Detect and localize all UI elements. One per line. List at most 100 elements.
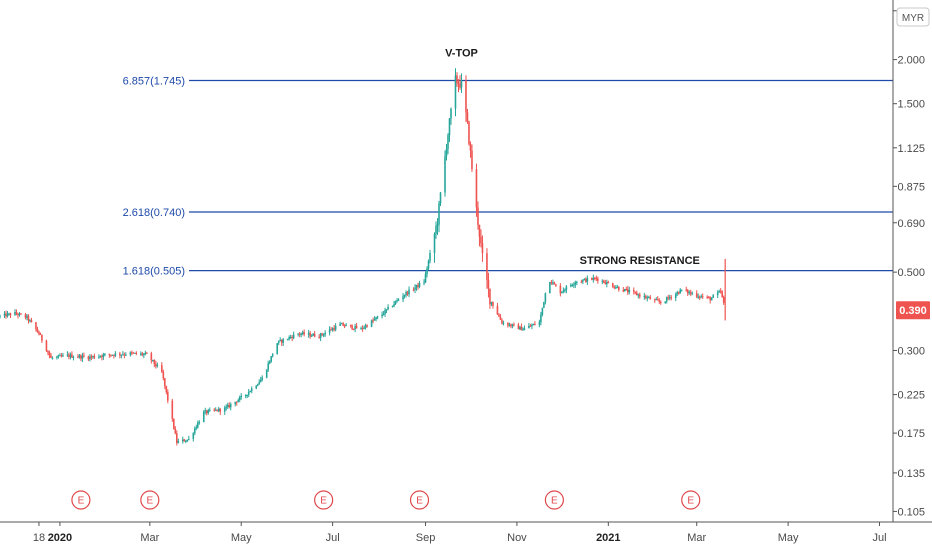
candle-body	[187, 438, 190, 440]
candle-body	[448, 118, 451, 136]
currency-badge[interactable]: MYR	[896, 7, 930, 27]
candle-body	[122, 354, 124, 356]
candle-body	[29, 320, 31, 322]
candle-body	[113, 354, 115, 356]
candle-body	[698, 296, 701, 298]
candle-body	[478, 224, 481, 237]
candle-body	[564, 289, 566, 291]
earnings-circle-icon	[314, 490, 334, 510]
earnings-circle-icon	[409, 490, 430, 510]
candle-body	[68, 354, 70, 357]
candle-body	[6, 313, 9, 317]
candle-body	[38, 331, 40, 334]
candle-body	[447, 135, 449, 149]
candle-body	[471, 150, 473, 170]
earnings-circle-icon	[71, 490, 91, 510]
candle-body	[375, 317, 377, 319]
candle-body	[688, 291, 691, 294]
candle-body	[456, 75, 458, 84]
candle-body	[57, 355, 60, 357]
candle-body	[150, 353, 153, 361]
candle-body	[585, 278, 587, 282]
candle-body	[87, 356, 90, 360]
y-tick-label: 0.175	[897, 428, 925, 440]
x-tick-label: May	[231, 532, 252, 544]
candle-body	[279, 339, 281, 341]
candle-body	[267, 363, 269, 370]
earnings-marker[interactable]: E	[314, 490, 334, 510]
candle-body	[370, 320, 373, 327]
candle-body	[501, 319, 503, 324]
candle-body	[582, 279, 584, 282]
candle-body	[244, 395, 247, 397]
candle-body	[8, 313, 10, 315]
candle-body	[433, 233, 436, 253]
candle-body	[288, 337, 290, 340]
candle-body	[580, 281, 583, 283]
candle-body	[360, 327, 362, 329]
candle-body	[571, 285, 574, 287]
candle-body	[354, 325, 356, 330]
candle-body	[333, 328, 335, 330]
candle-body	[719, 291, 722, 293]
annotations: V-TOP STRONG RESISTANCE	[445, 48, 700, 268]
candle-body	[408, 289, 410, 295]
candle-body	[387, 306, 389, 310]
earnings-marker[interactable]: E	[409, 490, 430, 510]
candle-body	[667, 297, 670, 299]
candle-body	[553, 282, 556, 285]
candle-body	[544, 293, 547, 302]
candle-body	[141, 353, 144, 355]
candle-body	[597, 278, 599, 281]
y-tick-label: 1.125	[897, 143, 925, 155]
candle-body	[225, 406, 228, 408]
candle-body	[417, 284, 419, 287]
candle-body	[513, 324, 515, 326]
y-axis: 0.105 0.135 0.175 0.225 0.300 0.500 0.690 0.875…	[892, 0, 930, 522]
candle-body	[710, 297, 713, 301]
candle-body	[93, 355, 96, 358]
candle-body	[27, 315, 30, 321]
candle-body	[205, 410, 208, 414]
candle-body	[653, 299, 656, 301]
candle-body	[454, 75, 457, 109]
candle-body	[173, 418, 175, 429]
candle-body	[0, 315, 1, 317]
candle-body	[507, 322, 509, 326]
candle-body	[540, 314, 542, 323]
candle-body	[517, 324, 520, 330]
candle-body	[18, 313, 21, 316]
candle-body	[583, 278, 586, 280]
earnings-circle-icon	[140, 490, 160, 510]
candle-body	[529, 325, 532, 327]
candle-body	[345, 324, 347, 327]
earnings-marker[interactable]: E	[544, 490, 564, 510]
candle-body	[637, 294, 640, 296]
earnings-label: E	[146, 496, 153, 507]
candle-body	[162, 371, 165, 379]
earnings-label: E	[78, 496, 85, 507]
candle-body	[510, 324, 512, 327]
earnings-marker[interactable]: E	[71, 490, 91, 510]
candle-body	[289, 337, 292, 339]
candle-body	[373, 318, 376, 321]
candle-body	[110, 354, 112, 356]
candle-body	[247, 391, 250, 395]
candle-body	[486, 253, 488, 280]
candle-body	[340, 323, 343, 325]
y-tick-label: 0.500	[897, 267, 925, 279]
candle-body	[716, 292, 719, 296]
candle-body	[435, 225, 437, 234]
earnings-marker[interactable]: E	[140, 490, 160, 510]
earnings-marker[interactable]: E	[681, 490, 701, 510]
candle-body	[490, 301, 493, 305]
candle-body	[366, 325, 368, 327]
candle-body	[436, 224, 439, 226]
candle-body	[607, 282, 610, 284]
candle-body	[226, 404, 229, 407]
y-tick-label: 0.300	[897, 345, 925, 357]
candle-body	[219, 408, 222, 412]
candle-body	[718, 291, 720, 293]
